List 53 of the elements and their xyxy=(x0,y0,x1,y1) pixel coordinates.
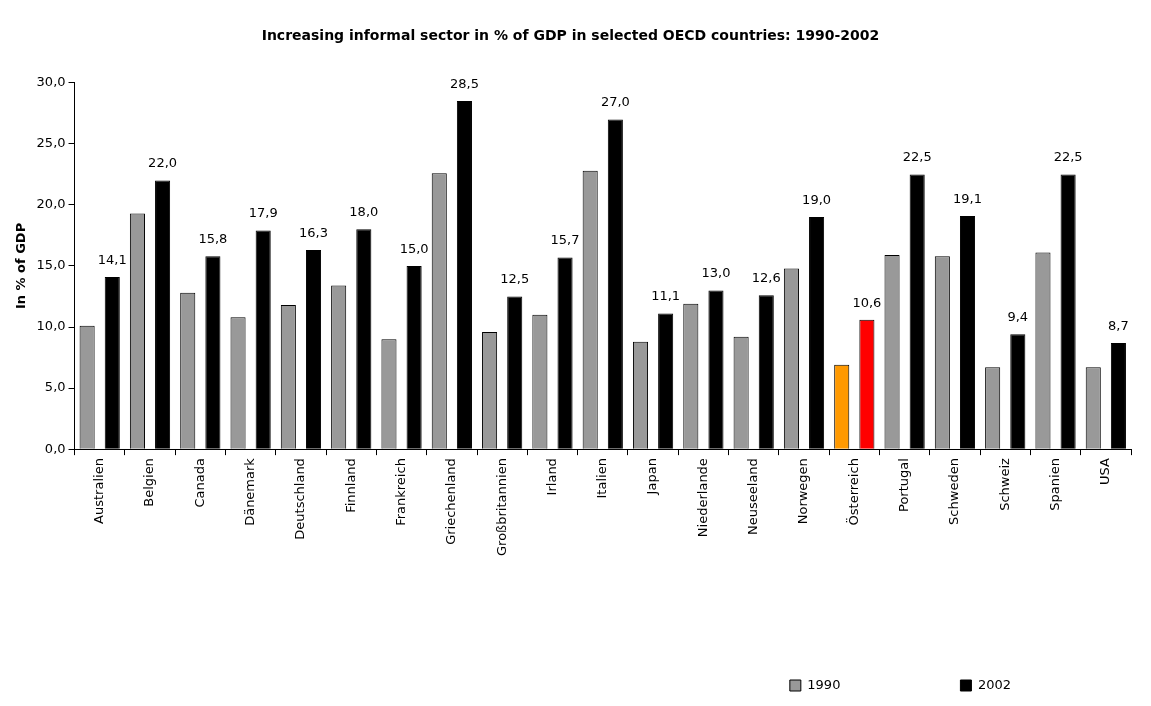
x-tick-label: Deutschland xyxy=(292,458,308,540)
x-tick-label: Schweiz xyxy=(996,457,1012,511)
data-label: 15,0 xyxy=(399,240,429,256)
data-label: 18,0 xyxy=(349,204,379,220)
y-tick-label: 10,0 xyxy=(36,318,66,334)
x-tick-label: Frankreich xyxy=(392,458,408,526)
data-label: 27,0 xyxy=(600,94,630,110)
data-label: 13,0 xyxy=(701,265,731,281)
data-label: 28,5 xyxy=(449,75,479,91)
data-label: 9,4 xyxy=(1007,309,1029,325)
data-label: 12,5 xyxy=(500,271,530,287)
x-tick-label: Irland xyxy=(543,458,559,496)
data-label: 22,5 xyxy=(902,149,932,165)
data-label: 19,1 xyxy=(953,190,982,206)
y-tick-label: 30,0 xyxy=(36,74,66,90)
y-tick-label: 5,0 xyxy=(44,379,66,395)
data-label: 16,3 xyxy=(299,224,328,240)
x-tick-label: Finnland xyxy=(342,458,358,513)
x-tick-label: Österreich xyxy=(844,458,861,526)
data-label: 15,7 xyxy=(550,232,580,248)
x-tick-label: Italien xyxy=(594,458,610,499)
x-tick-label: USA xyxy=(1097,458,1113,486)
y-tick-label: 20,0 xyxy=(36,196,66,212)
y-tick-label: 25,0 xyxy=(36,135,66,151)
data-label: 10,6 xyxy=(852,294,882,310)
data-label: 15,8 xyxy=(198,231,228,247)
x-tick-label: Japan xyxy=(644,458,660,496)
y-axis-title: In % of GDP xyxy=(13,222,29,310)
x-tick-label: Niederlande xyxy=(694,458,710,538)
x-tick-label: Spanien xyxy=(1046,458,1062,511)
legend-label: 1990 xyxy=(807,676,841,692)
x-tick-label: Schweden xyxy=(946,458,962,525)
data-label: 11,1 xyxy=(651,288,681,304)
x-tick-label: Belgien xyxy=(141,458,157,507)
data-label: 19,0 xyxy=(802,191,832,207)
x-tick-label: Griechenland xyxy=(443,458,459,545)
x-tick-label: Dänemark xyxy=(242,457,257,526)
y-tick-label: 15,0 xyxy=(36,257,66,273)
x-tick-label: Canada xyxy=(191,458,207,508)
x-tick-label: Neuseeland xyxy=(745,458,761,535)
x-tick-label: Norwegen xyxy=(795,458,811,525)
data-label: 12,6 xyxy=(751,270,781,286)
data-label: 14,1 xyxy=(97,251,127,267)
x-tick-label: Portugal xyxy=(895,458,911,512)
data-label: 8,7 xyxy=(1108,317,1129,333)
chart-title: Increasing informal sector in % of GDP in selected OECD countries: 1990-2002 xyxy=(261,27,880,44)
y-tick-label: 0,0 xyxy=(44,440,66,456)
data-label: 22,5 xyxy=(1053,149,1083,165)
x-tick-label: Großbritannien xyxy=(493,458,509,556)
legend-label: 2002 xyxy=(977,676,1012,692)
x-tick-label: Australien xyxy=(91,458,107,524)
data-label: 17,9 xyxy=(248,205,278,221)
data-label: 22,0 xyxy=(148,155,178,171)
